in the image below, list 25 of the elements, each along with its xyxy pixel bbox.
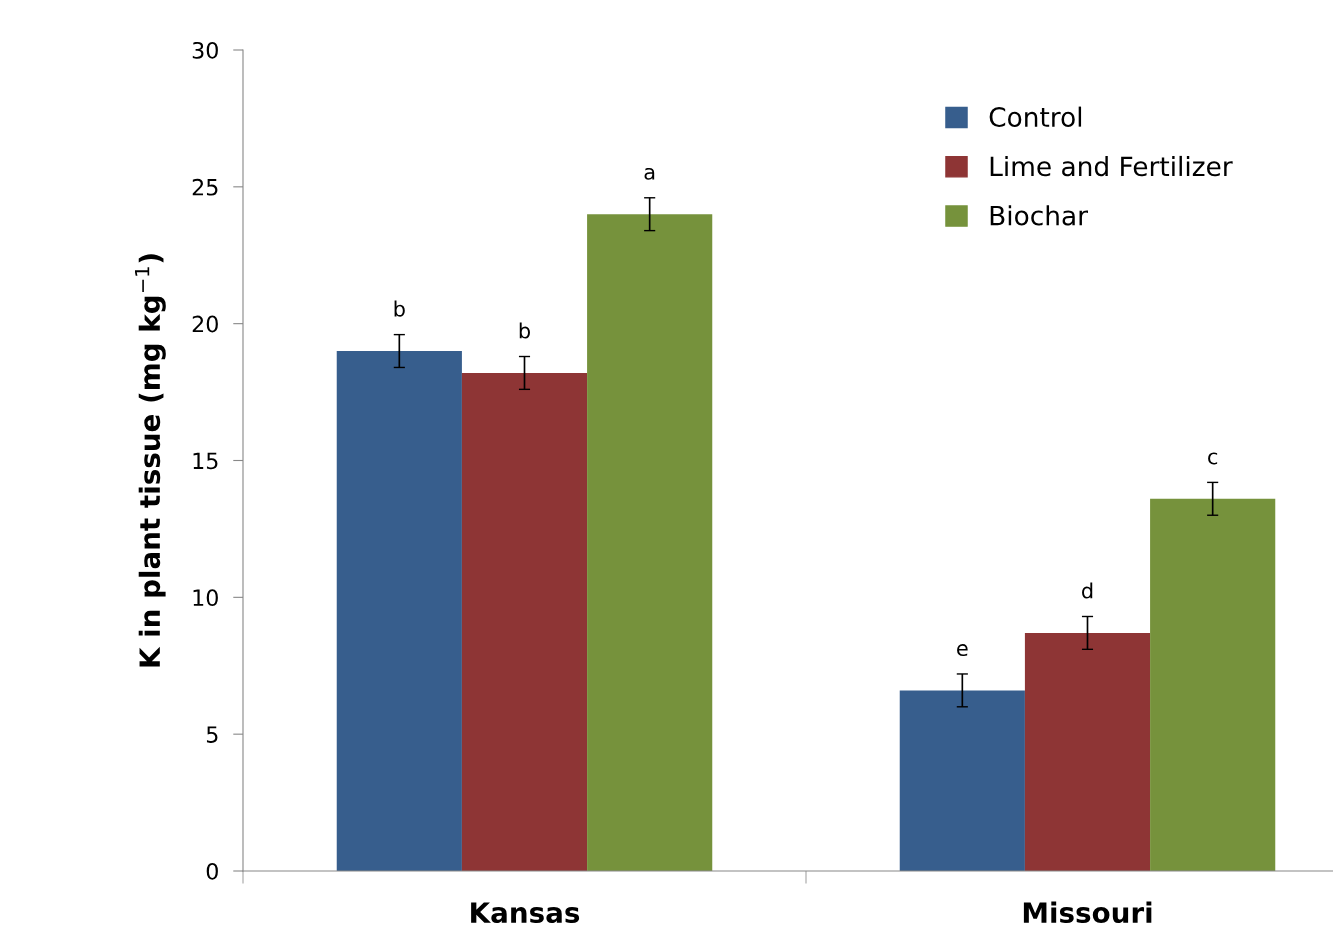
legend-label: Lime and Fertilizer [990,155,1233,177]
bar [587,214,713,871]
y-tick-label: 25 [192,178,218,196]
bar [899,690,1025,871]
legend-label: Control [989,106,1082,128]
y-tick-label: 10 [193,589,218,607]
legend-label: Biochar [990,205,1088,226]
y-tick-label: 20 [192,315,218,333]
x-tick-label: Kansas [471,902,580,924]
data-label: b [519,322,530,339]
y-tick-label: 0 [206,862,218,880]
y-tick-label: 5 [206,726,218,743]
data-label: a [644,167,655,180]
y-tick-label: 15 [193,452,218,470]
data-label: d [1082,582,1093,599]
bar [336,351,462,871]
y-tick-label: 30 [192,41,218,59]
y-axis-title: K in plant tissue (mg kg$^{−1}$) [135,254,166,667]
x-tick-label: Missouri [1023,901,1152,924]
data-label: c [1208,452,1218,465]
bar [461,372,588,871]
data-label: b [394,300,405,317]
data-label: e [957,644,968,657]
bar [1024,632,1151,871]
bar [1150,498,1276,871]
